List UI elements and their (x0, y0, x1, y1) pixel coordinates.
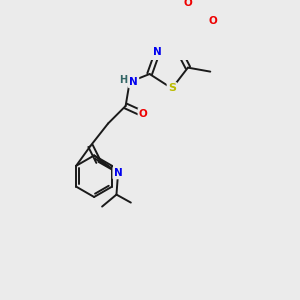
Text: O: O (184, 0, 192, 8)
Text: N: N (129, 77, 138, 87)
Text: N: N (153, 47, 162, 57)
Text: H: H (119, 75, 127, 85)
Text: O: O (208, 16, 217, 26)
Text: N: N (114, 168, 122, 178)
Text: S: S (168, 83, 176, 93)
Text: O: O (139, 109, 148, 119)
